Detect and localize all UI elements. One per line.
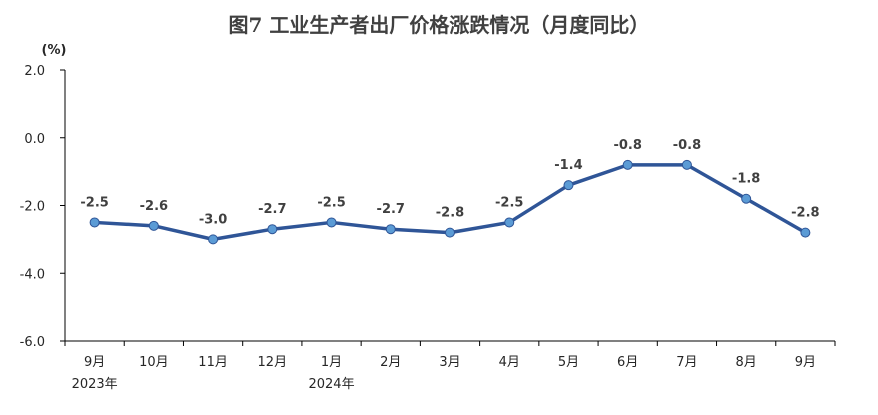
data-labels: -2.5 -2.6 -3.0 -2.7 -2.5 -2.7 -2.8 -2.5 -1.4 -0.8… [80, 138, 819, 228]
x-tick-label: 7月 [676, 355, 697, 370]
data-label: -2.5 [317, 195, 345, 210]
x-tick-label: 9月 [84, 355, 105, 370]
x-tick-label: 2月 [380, 355, 401, 370]
data-point [741, 193, 752, 204]
data-point [504, 217, 515, 228]
data-point [148, 220, 159, 231]
data-label: -2.6 [140, 199, 168, 214]
data-point [208, 234, 219, 245]
data-point [89, 217, 100, 228]
y-tick-label: 2.0 [24, 64, 45, 79]
data-label: -2.8 [791, 206, 819, 221]
data-point [326, 217, 337, 228]
data-label: -3.0 [199, 212, 227, 227]
data-label: -0.8 [673, 138, 701, 153]
x-tick-label: 8月 [736, 355, 757, 370]
x-tick-label: 9月 [795, 355, 816, 370]
data-point [681, 159, 692, 170]
data-label: -1.8 [732, 172, 760, 187]
x-tick-label: 11月 [198, 355, 228, 370]
x-tick-label: 3月 [439, 355, 460, 370]
y-tick-label: -4.0 [20, 267, 45, 282]
x-tick-label: 4月 [499, 355, 520, 370]
x-tick-label: 6月 [617, 355, 638, 370]
y-unit-label: (%) [42, 43, 67, 58]
axes [60, 69, 836, 346]
data-label: -2.8 [436, 206, 464, 221]
data-label: -2.7 [377, 202, 405, 217]
data-point [563, 180, 574, 191]
x-tick-label: 12月 [258, 355, 288, 370]
series-line-group [89, 159, 811, 245]
data-point [800, 227, 811, 238]
data-label: -1.4 [554, 158, 582, 173]
x-year-label: 2023年 [72, 377, 118, 392]
x-tick-label: 10月 [139, 355, 169, 370]
x-tick-label: 5月 [558, 355, 579, 370]
tick-labels: 2.0 0.0 -2.0 -4.0 -6.0 9月 2023年 10月 11月 12月 1月 2024… [20, 64, 816, 392]
data-point [622, 159, 633, 170]
y-tick-label: -6.0 [20, 335, 45, 350]
data-point [267, 224, 278, 235]
y-tick-label: -2.0 [20, 200, 45, 215]
data-point [385, 224, 396, 235]
y-tick-label: 0.0 [24, 132, 45, 147]
data-label: -2.5 [80, 195, 108, 210]
x-year-label: 2024年 [308, 377, 354, 392]
data-label: -2.7 [258, 202, 286, 217]
data-point [445, 227, 455, 238]
chart-title: 图7 工业生产者出厂价格涨跌情况（月度同比） [229, 13, 650, 37]
data-label: -0.8 [613, 138, 641, 153]
data-label: -2.5 [495, 195, 523, 210]
x-tick-label: 1月 [321, 355, 342, 370]
